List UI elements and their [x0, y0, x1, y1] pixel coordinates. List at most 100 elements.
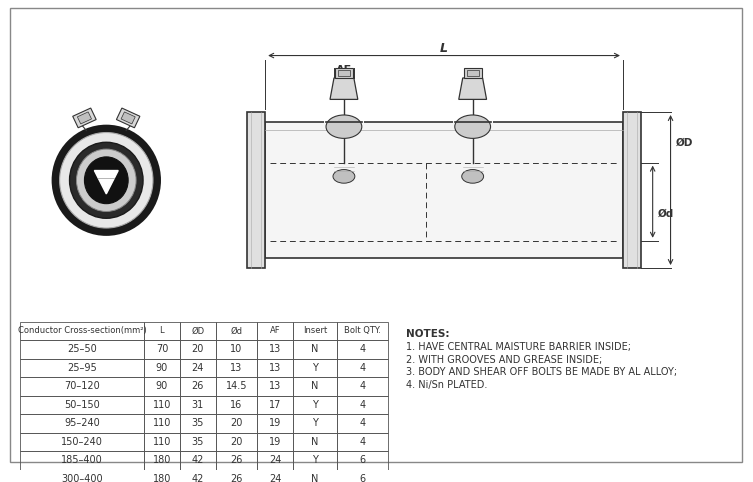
Bar — [464, 68, 482, 78]
Bar — [215, 359, 258, 377]
Polygon shape — [94, 171, 118, 194]
Bar — [247, 112, 265, 268]
Text: Y: Y — [312, 363, 318, 373]
Bar — [258, 359, 293, 377]
Bar — [215, 321, 258, 340]
Text: L: L — [160, 326, 164, 335]
Text: 42: 42 — [191, 474, 204, 482]
Bar — [337, 433, 389, 451]
Text: N: N — [311, 344, 319, 354]
Bar — [20, 340, 144, 359]
Bar — [215, 433, 258, 451]
Text: 180: 180 — [153, 455, 171, 466]
Text: 4: 4 — [359, 418, 366, 428]
Text: 20: 20 — [230, 418, 242, 428]
Bar — [180, 359, 215, 377]
Bar — [20, 321, 144, 340]
Text: 4: 4 — [359, 344, 366, 354]
Text: 19: 19 — [269, 418, 282, 428]
Text: 180: 180 — [153, 474, 171, 482]
Text: 70–120: 70–120 — [64, 381, 100, 391]
Bar — [338, 70, 350, 76]
Text: 13: 13 — [230, 363, 242, 373]
Bar — [293, 340, 337, 359]
Bar — [180, 340, 215, 359]
Text: Bolt QTY.: Bolt QTY. — [344, 326, 381, 335]
Text: 19: 19 — [269, 437, 282, 447]
Bar — [337, 451, 389, 469]
Ellipse shape — [455, 115, 490, 138]
Polygon shape — [78, 112, 92, 124]
Bar — [180, 433, 215, 451]
Text: 4: 4 — [359, 400, 366, 410]
Text: AF: AF — [336, 65, 352, 75]
Bar — [144, 451, 180, 469]
Ellipse shape — [53, 126, 160, 235]
Bar — [180, 321, 215, 340]
Text: 70: 70 — [156, 344, 168, 354]
Bar — [215, 451, 258, 469]
Bar — [215, 414, 258, 433]
Bar — [293, 451, 337, 469]
Bar — [215, 396, 258, 414]
Bar — [20, 414, 144, 433]
Text: 6: 6 — [359, 455, 366, 466]
Text: 4: 4 — [359, 437, 366, 447]
Bar — [337, 396, 389, 414]
Ellipse shape — [333, 170, 355, 183]
Text: 35: 35 — [191, 418, 204, 428]
Text: N: N — [311, 474, 319, 482]
Text: 42: 42 — [191, 455, 204, 466]
Text: L: L — [440, 42, 448, 55]
Polygon shape — [73, 108, 96, 128]
Bar — [144, 414, 180, 433]
Text: 31: 31 — [191, 400, 204, 410]
Text: 13: 13 — [269, 363, 282, 373]
Text: 25–50: 25–50 — [67, 344, 97, 354]
Text: ØD: ØD — [675, 137, 693, 147]
Bar — [293, 359, 337, 377]
Ellipse shape — [84, 157, 128, 204]
Bar — [144, 321, 180, 340]
Text: 26: 26 — [230, 455, 242, 466]
Text: Ød: Ød — [657, 208, 674, 218]
Bar — [180, 377, 215, 396]
Bar — [337, 469, 389, 482]
Bar — [144, 469, 180, 482]
Bar — [144, 396, 180, 414]
Text: 25–95: 25–95 — [67, 363, 97, 373]
Text: 150–240: 150–240 — [61, 437, 103, 447]
Text: 24: 24 — [191, 363, 204, 373]
Text: 4: 4 — [359, 363, 366, 373]
Bar — [180, 469, 215, 482]
Bar — [258, 396, 293, 414]
Text: N: N — [311, 381, 319, 391]
Text: 10: 10 — [230, 344, 242, 354]
Text: Y: Y — [312, 400, 318, 410]
Bar — [180, 451, 215, 469]
Bar — [258, 340, 293, 359]
Polygon shape — [117, 108, 140, 128]
Text: 300–400: 300–400 — [61, 474, 102, 482]
Text: NOTES:: NOTES: — [407, 329, 450, 339]
Text: 24: 24 — [269, 455, 282, 466]
Bar — [258, 469, 293, 482]
Text: 20: 20 — [191, 344, 204, 354]
Bar — [20, 451, 144, 469]
Bar — [467, 70, 479, 76]
Bar — [258, 377, 293, 396]
Text: 20: 20 — [230, 437, 242, 447]
Text: 110: 110 — [153, 418, 171, 428]
Bar — [293, 433, 337, 451]
Bar — [293, 321, 337, 340]
Text: N: N — [311, 437, 319, 447]
Text: 13: 13 — [269, 344, 282, 354]
Bar — [293, 469, 337, 482]
Text: 110: 110 — [153, 400, 171, 410]
Bar — [20, 377, 144, 396]
Bar — [215, 469, 258, 482]
Text: 35: 35 — [191, 437, 204, 447]
Text: 4. Ni/Sn PLATED.: 4. Ni/Sn PLATED. — [407, 380, 488, 390]
Ellipse shape — [69, 142, 143, 218]
Bar — [453, 121, 492, 129]
